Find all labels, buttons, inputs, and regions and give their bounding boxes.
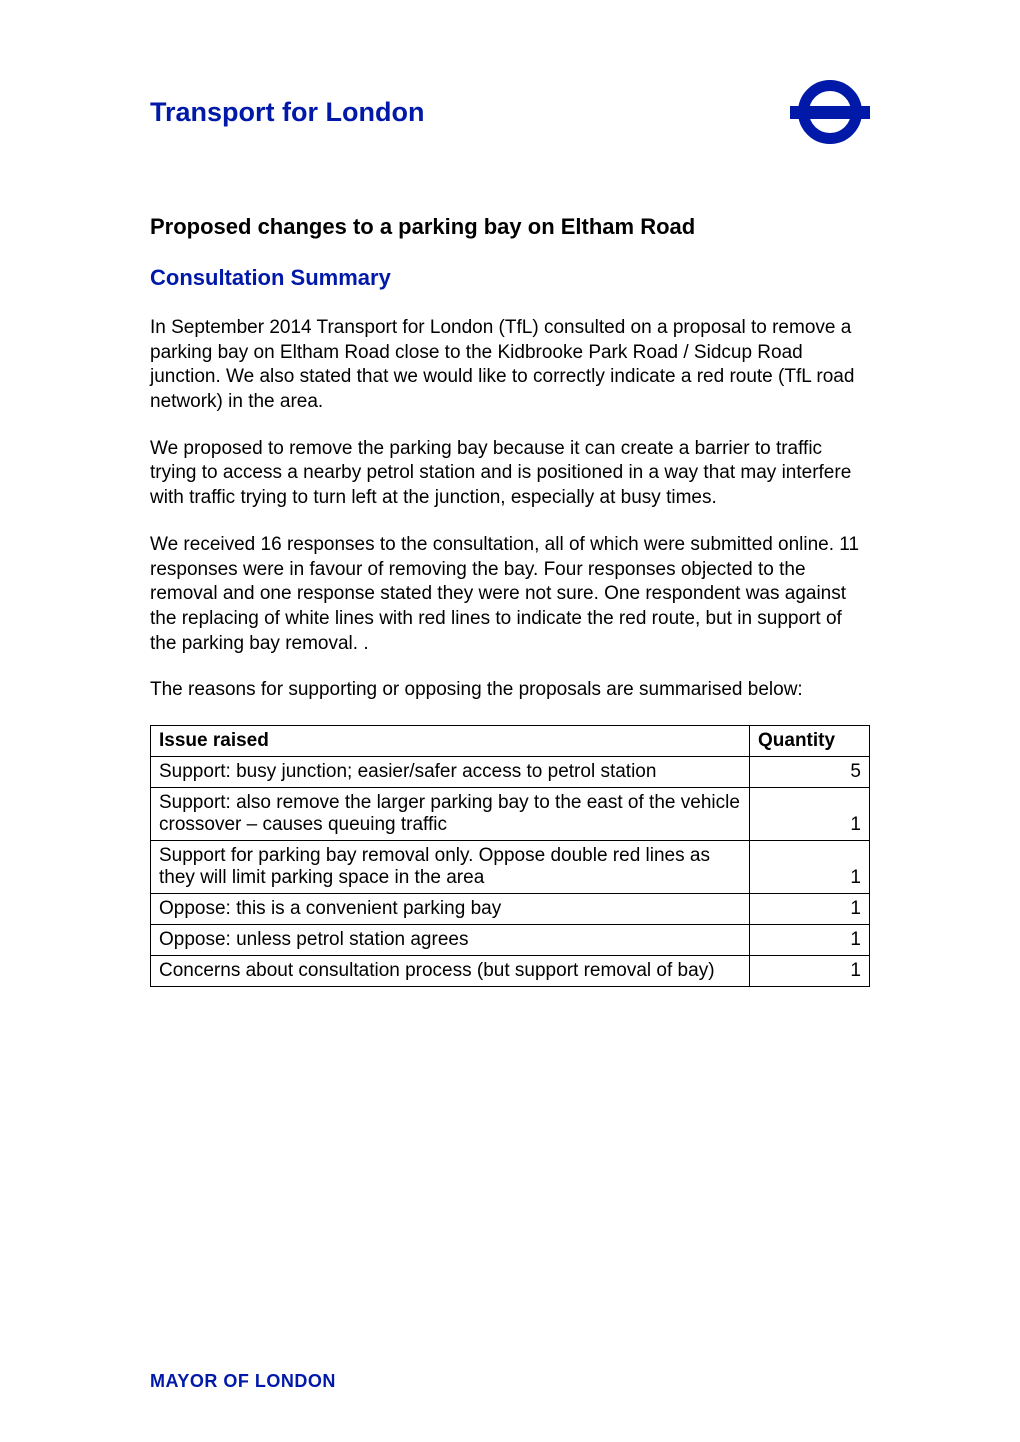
tfl-roundel-logo [790, 80, 870, 144]
table-row: Oppose: this is a convenient parking bay… [151, 893, 870, 924]
quantity-cell: 1 [750, 840, 870, 893]
issue-cell: Support: also remove the larger parking … [151, 787, 750, 840]
table-row: Support: busy junction; easier/safer acc… [151, 756, 870, 787]
quantity-cell: 1 [750, 893, 870, 924]
table-row: Support: also remove the larger parking … [151, 787, 870, 840]
document-title: Proposed changes to a parking bay on Elt… [150, 214, 870, 240]
quantity-cell: 1 [750, 955, 870, 986]
issue-cell: Oppose: this is a convenient parking bay [151, 893, 750, 924]
issue-cell: Support: busy junction; easier/safer acc… [151, 756, 750, 787]
column-header-issue: Issue raised [151, 725, 750, 756]
issue-cell: Support for parking bay removal only. Op… [151, 840, 750, 893]
quantity-cell: 5 [750, 756, 870, 787]
table-row: Support for parking bay removal only. Op… [151, 840, 870, 893]
issues-table: Issue raised Quantity Support: busy junc… [150, 725, 870, 987]
column-header-quantity: Quantity [750, 725, 870, 756]
paragraph-2: We proposed to remove the parking bay be… [150, 437, 870, 511]
paragraph-1: In September 2014 Transport for London (… [150, 316, 870, 415]
roundel-bar-icon [790, 106, 870, 119]
section-heading: Consultation Summary [150, 265, 870, 291]
page-header: Transport for London [150, 80, 870, 144]
paragraph-3: We received 16 responses to the consulta… [150, 533, 870, 656]
page-footer: MAYOR OF LONDON [150, 1371, 336, 1392]
paragraph-4: The reasons for supporting or opposing t… [150, 678, 870, 703]
table-row: Oppose: unless petrol station agrees 1 [151, 924, 870, 955]
table-header-row: Issue raised Quantity [151, 725, 870, 756]
quantity-cell: 1 [750, 787, 870, 840]
table-row: Concerns about consultation process (but… [151, 955, 870, 986]
issue-cell: Oppose: unless petrol station agrees [151, 924, 750, 955]
quantity-cell: 1 [750, 924, 870, 955]
issue-cell: Concerns about consultation process (but… [151, 955, 750, 986]
organization-name: Transport for London [150, 97, 424, 128]
